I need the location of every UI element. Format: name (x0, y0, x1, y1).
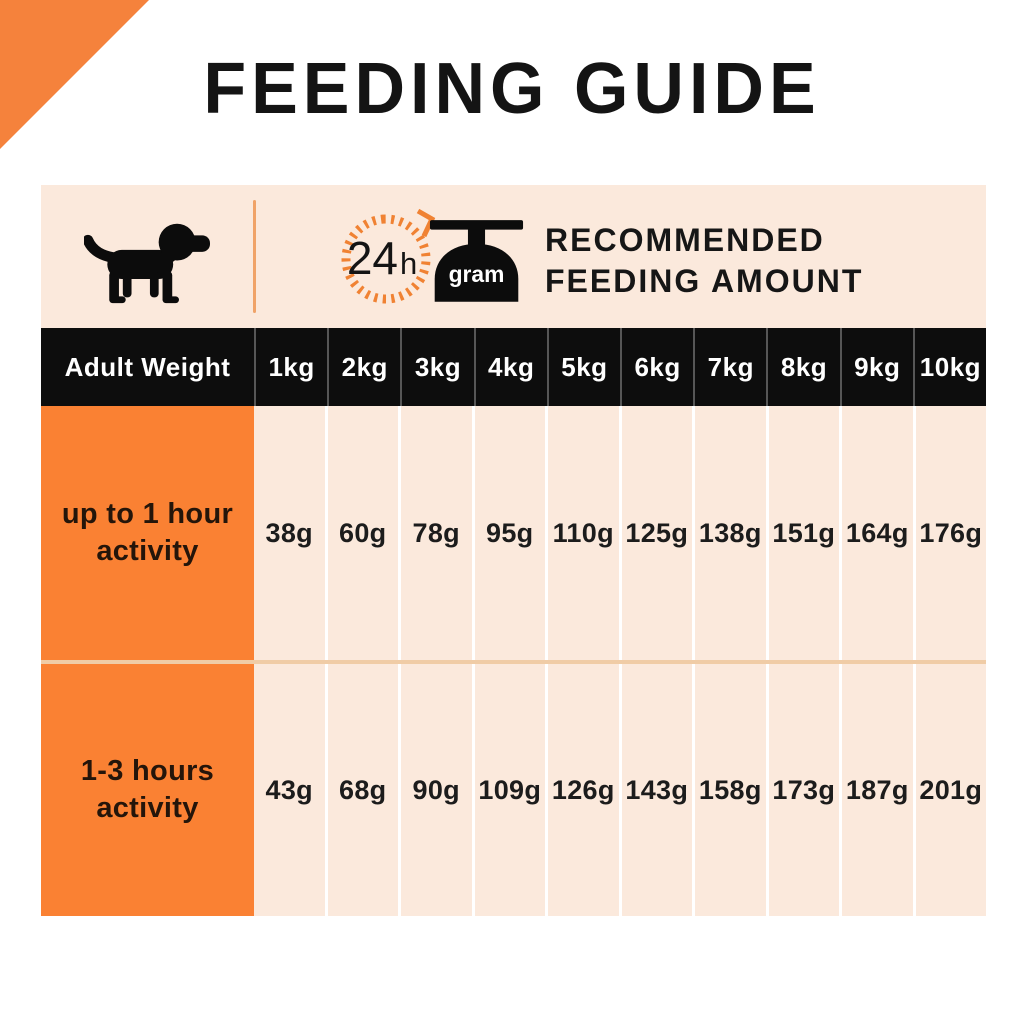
activity-label-line-2: activity (96, 535, 199, 567)
page-title: FEEDING GUIDE (203, 47, 821, 129)
feeding-table: 24 h gram RECOMMENDED FEEDING AMOUNT Adu… (41, 185, 986, 916)
scale-gram-label: gram (449, 261, 505, 287)
feeding-amount-cell: 164g (839, 406, 913, 660)
activity-row-label: 1-3 hours activity (41, 664, 254, 916)
weight-column-header: 3kg (400, 328, 473, 406)
weight-column-header: 5kg (546, 328, 620, 406)
clock-24-label: 24 (347, 232, 398, 284)
feeding-amount-cell: 38g (254, 406, 325, 660)
feeding-amount-cell: 109g (471, 664, 545, 916)
feeding-amount-cell: 90g (398, 664, 472, 916)
weight-column-header: 1kg (254, 328, 327, 406)
feeding-amount-cell: 60g (324, 406, 398, 660)
activity-label-line-1: up to 1 hour (61, 497, 234, 530)
weight-column-header: 4kg (473, 328, 547, 406)
clock-h-label: h (400, 246, 417, 281)
weight-column-header: 8kg (766, 328, 839, 406)
feeding-amount-cell: 201g (912, 664, 986, 916)
feeding-amount-cell: 176g (912, 406, 986, 660)
weight-column-header: 10kg (912, 328, 986, 406)
activity-label-line-2: activity (96, 792, 199, 824)
heading-line-1: RECOMMENDED (545, 221, 825, 258)
adult-weight-header: Adult Weight (64, 351, 231, 382)
feeding-amount-cell: 68g (324, 664, 398, 916)
feeding-amount-cell: 126g (545, 664, 619, 916)
recommended-feeding-amount-heading: RECOMMENDED FEEDING AMOUNT (545, 220, 863, 302)
activity-row-label: up to 1 hour activity (41, 406, 254, 660)
feeding-amount-cell: 138g (692, 406, 766, 660)
gram-scale-icon: gram (429, 220, 524, 302)
vertical-divider (253, 200, 256, 313)
weight-column-header: 9kg (839, 328, 913, 406)
feeding-amount-cell: 143g (618, 664, 692, 916)
feeding-amount-cell: 125g (618, 406, 692, 660)
feeding-amount-cell: 95g (471, 406, 545, 660)
table-icon-header: 24 h gram RECOMMENDED FEEDING AMOUNT (41, 185, 986, 328)
heading-line-2: FEEDING AMOUNT (545, 262, 864, 299)
feeding-amount-cell: 158g (692, 664, 766, 916)
feeding-amount-cell: 151g (765, 406, 839, 660)
feeding-amount-cell: 110g (545, 406, 619, 660)
feeding-amount-cell: 78g (398, 406, 472, 660)
feeding-amount-cell: 43g (254, 664, 325, 916)
activity-label-line-1: 1-3 hours (80, 754, 215, 787)
weight-header-row: Adult Weight 1kg 2kg 3kg 4kg 5kg 6kg 7kg… (41, 328, 986, 406)
table-row-high-activity: 1-3 hours activity 43g 68g 90g 109g 126g… (41, 660, 986, 916)
24h-clock-icon: 24 h (341, 208, 436, 304)
dog-cell (41, 185, 254, 328)
feeding-amount-cell: 187g (839, 664, 913, 916)
table-row-low-activity: up to 1 hour activity 38g 60g 78g 95g 11… (41, 406, 986, 660)
weight-column-header: 2kg (327, 328, 400, 406)
feeding-amount-cell: 173g (765, 664, 839, 916)
puppy-icon (83, 223, 210, 304)
weight-column-header: 6kg (620, 328, 693, 406)
weight-column-header: 7kg (693, 328, 766, 406)
